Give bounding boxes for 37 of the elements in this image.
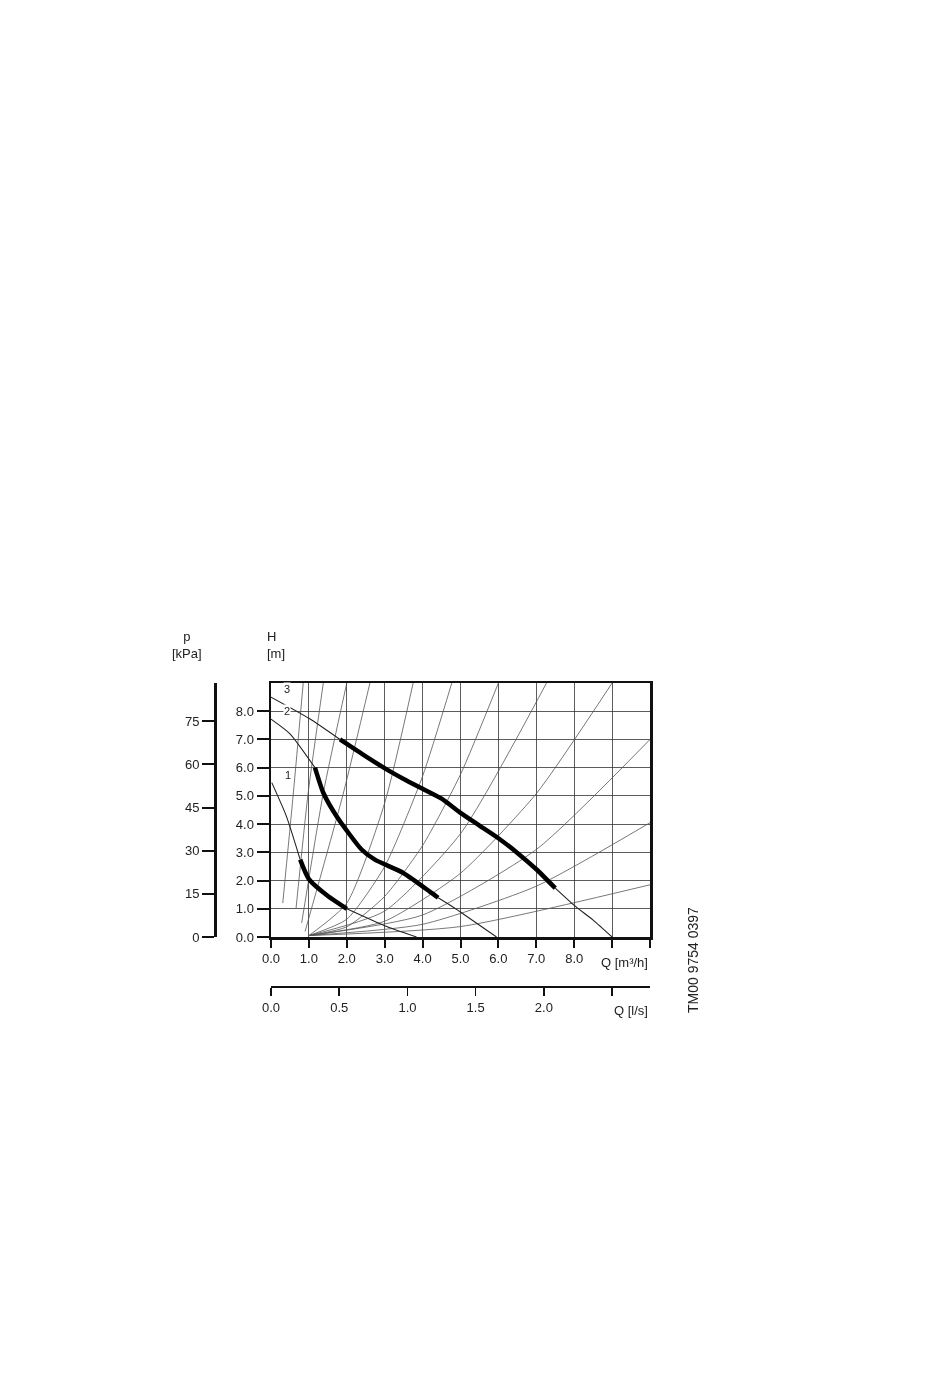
y-tick-label: 6.0 <box>235 760 254 776</box>
y-axis-title: H [m] <box>267 629 286 661</box>
x-tick-label: 1.0 <box>299 951 318 967</box>
x2-axis-title: Q [l/s] <box>614 1003 648 1018</box>
y-tick-label: 1.0 <box>235 901 254 917</box>
y2-tick-label: 15 <box>184 886 200 902</box>
y-tick-label: 8.0 <box>235 703 254 719</box>
y-tick-label: 7.0 <box>235 731 254 747</box>
x-tick-label: 8.0 <box>565 951 584 967</box>
y2-tick-label: 30 <box>184 843 200 859</box>
x-tick-label: 6.0 <box>489 951 508 967</box>
text: TM00 9754 0397 <box>685 906 701 1013</box>
y2-tick-label: 0 <box>192 929 200 945</box>
x-tick-label: 3.0 <box>375 951 394 967</box>
x2-tick-label: 0.5 <box>330 999 349 1015</box>
series-label: 2 <box>284 705 291 717</box>
x-tick-label: 4.0 <box>413 951 432 967</box>
x2-tick-label: 1.5 <box>466 999 485 1015</box>
y-tick-label: 4.0 <box>235 816 254 832</box>
y-tick-label: 5.0 <box>235 788 254 804</box>
y-tick-label: 0.0 <box>235 929 254 945</box>
y2-tick-label: 75 <box>184 713 200 729</box>
x-axis-title: Q [m³/h] <box>601 955 648 970</box>
series-label: 3 <box>284 683 291 695</box>
y2-axis-title: p [kPa] <box>172 629 202 661</box>
x-tick-label: 2.0 <box>337 951 356 967</box>
series-label: 1 <box>285 769 292 781</box>
y-tick-label: 3.0 <box>235 844 254 860</box>
x-tick-label: 7.0 <box>527 951 546 967</box>
y-tick-label: 2.0 <box>235 873 254 889</box>
x2-tick-label: 1.0 <box>398 999 417 1015</box>
x-tick-label: 5.0 <box>451 951 470 967</box>
x-tick-label: 0.0 <box>261 951 281 967</box>
x2-tick-label: 2.0 <box>534 999 553 1015</box>
y2-tick-label: 60 <box>184 756 200 772</box>
y2-tick-label: 45 <box>184 800 200 816</box>
x2-tick-label: 0.0 <box>261 999 281 1015</box>
